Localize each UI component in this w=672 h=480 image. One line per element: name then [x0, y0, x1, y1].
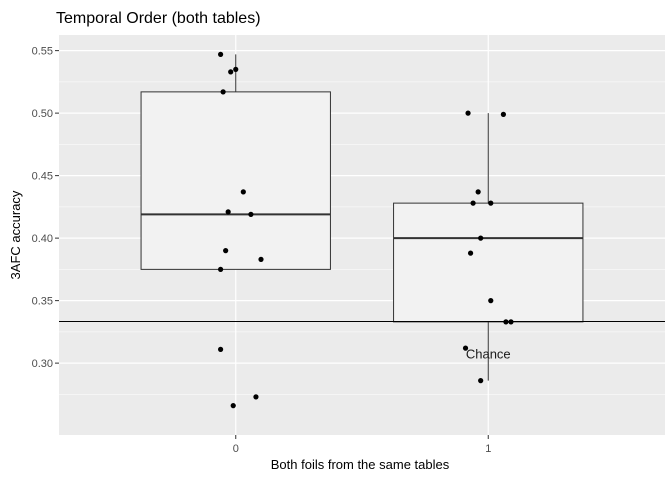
data-point: [488, 200, 494, 206]
data-point: [478, 235, 484, 241]
y-axis-ticks: 0.30 0.35 0.40 0.45 0.50 0.55: [32, 46, 59, 370]
data-point: [240, 189, 246, 195]
chart-title: Temporal Order (both tables): [56, 10, 261, 27]
data-point: [230, 403, 236, 409]
data-point: [475, 189, 481, 195]
data-point: [228, 69, 234, 75]
data-points: [218, 51, 514, 409]
chance-label: Chance: [466, 347, 511, 362]
y-tick-label: 0.45: [32, 171, 53, 183]
data-point: [220, 89, 226, 95]
data-point: [488, 298, 494, 304]
data-point: [223, 248, 229, 254]
data-point: [233, 66, 239, 72]
data-point: [248, 211, 254, 217]
x-tick-label: 1: [485, 443, 491, 455]
box-iqr: [140, 91, 331, 270]
data-point: [465, 110, 471, 116]
y-tick-label: 0.30: [32, 358, 53, 370]
y-tick-label: 0.55: [32, 46, 53, 58]
data-point: [467, 250, 474, 256]
data-point: [218, 346, 224, 352]
x-axis-title: Both foils from the same tables: [271, 457, 450, 472]
data-point: [258, 256, 264, 262]
y-axis-title: 3AFC accuracy: [8, 190, 23, 279]
data-point: [225, 209, 231, 215]
x-tick-label: 0: [233, 443, 239, 455]
data-point: [253, 394, 259, 400]
data-point: [218, 266, 224, 272]
data-point: [218, 51, 224, 57]
data-point: [462, 345, 469, 351]
y-tick-label: 0.50: [32, 108, 53, 120]
boxes: [140, 54, 584, 381]
y-tick-label: 0.35: [32, 296, 53, 308]
data-point: [470, 200, 476, 206]
data-point: [478, 378, 484, 384]
chance-reference: Chance: [59, 321, 665, 362]
y-tick-label: 0.40: [32, 233, 53, 245]
box-iqr: [393, 202, 584, 323]
data-point: [500, 111, 506, 117]
